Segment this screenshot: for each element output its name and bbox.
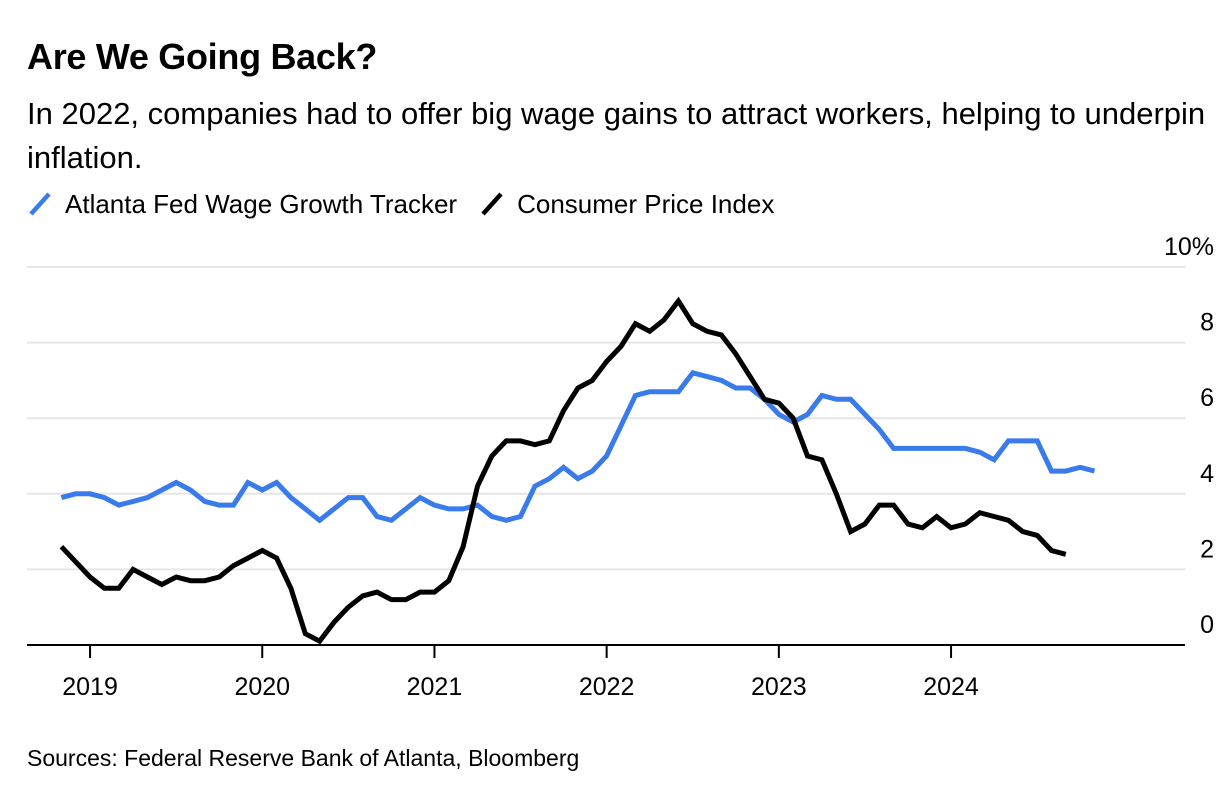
- legend-label-cpi: Consumer Price Index: [517, 188, 775, 219]
- x-tick-label: 2021: [407, 673, 463, 701]
- axes: 0 2 4 6 8 10% 2019 2020 2021 2022 2023 2024: [27, 233, 1214, 701]
- y-tick-label: 4: [1200, 460, 1214, 488]
- y-tick-label: 6: [1200, 384, 1214, 412]
- source-note: Sources: Federal Reserve Bank of Atlanta…: [27, 745, 580, 771]
- y-tick-label: 0: [1200, 611, 1214, 639]
- legend: Atlanta Fed Wage Growth Tracker Consumer…: [27, 187, 796, 221]
- x-tick-label: 2022: [579, 673, 635, 701]
- legend-item-wage: Atlanta Fed Wage Growth Tracker: [27, 189, 457, 220]
- legend-swatch-cpi: [481, 192, 503, 216]
- series-line-wage-growth: [60, 369, 1096, 524]
- y-tick-label: 10%: [1164, 233, 1214, 261]
- x-tick-label: 2023: [751, 673, 807, 701]
- legend-item-cpi: Consumer Price Index: [479, 189, 774, 220]
- x-tick-label: 2020: [234, 673, 290, 701]
- series-lines: [59, 296, 1096, 645]
- legend-label-wage: Atlanta Fed Wage Growth Tracker: [65, 188, 458, 219]
- series-line-cpi: [59, 296, 1067, 645]
- legend-swatch-wage: [29, 192, 51, 216]
- y-tick-label: 2: [1200, 535, 1214, 563]
- chart-subtitle: In 2022, companies had to offer big wage…: [27, 96, 1206, 175]
- chart-title: Are We Going Back?: [27, 36, 378, 77]
- y-tick-label: 8: [1200, 309, 1214, 337]
- x-tick-label: 2024: [923, 673, 979, 701]
- x-tick-label: 2019: [62, 673, 118, 701]
- gridlines: [27, 266, 1185, 571]
